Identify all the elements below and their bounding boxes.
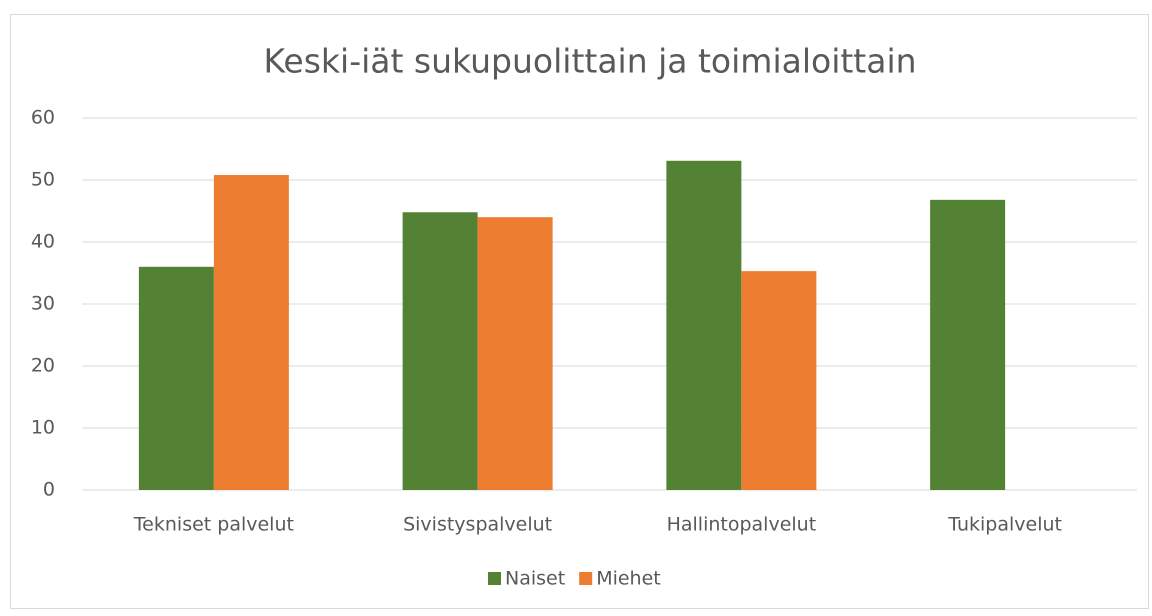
- x-tick-label: Tukipalvelut: [947, 514, 1062, 536]
- legend-label: Naiset: [505, 568, 565, 590]
- bar: [402, 212, 478, 491]
- bar: [213, 175, 289, 491]
- legend-swatch: [579, 572, 593, 585]
- y-tick-label: 30: [31, 293, 55, 315]
- bar: [741, 271, 817, 490]
- x-tick-label: Sivistyspalvelut: [403, 514, 552, 536]
- y-tick-label: 40: [31, 231, 55, 253]
- y-tick-label: 20: [31, 355, 55, 377]
- chart-title: Keski-iät sukupuolittain ja toimialoitta…: [263, 42, 916, 81]
- x-tick-label: Tekniset palvelut: [133, 514, 294, 536]
- bar: [930, 199, 1006, 490]
- y-tick-label: 60: [31, 107, 55, 129]
- y-tick-label: 0: [43, 479, 55, 501]
- legend-swatch: [488, 572, 501, 585]
- y-tick-label: 50: [31, 169, 55, 191]
- bar: [666, 160, 742, 490]
- x-tick-label: Hallintopalvelut: [667, 514, 817, 536]
- y-tick-label: 10: [31, 417, 55, 439]
- bar: [477, 217, 553, 490]
- legend-label: Miehet: [596, 568, 661, 590]
- bar: [138, 266, 214, 490]
